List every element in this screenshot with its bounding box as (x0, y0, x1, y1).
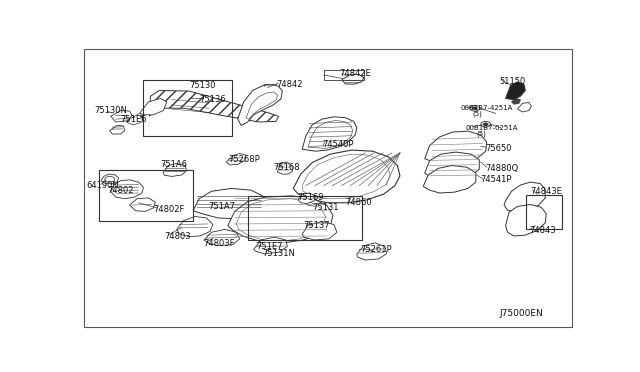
Text: 75650: 75650 (486, 144, 512, 153)
Polygon shape (298, 193, 316, 203)
Polygon shape (277, 162, 292, 174)
Polygon shape (204, 230, 240, 246)
Polygon shape (342, 74, 364, 84)
Text: 00B1B7-0251A: 00B1B7-0251A (466, 125, 518, 131)
Text: 75261P: 75261P (360, 245, 392, 254)
Text: (5): (5) (477, 130, 486, 137)
Polygon shape (163, 164, 187, 176)
Circle shape (483, 123, 488, 126)
Polygon shape (177, 217, 213, 237)
Bar (143, 80, 232, 136)
Text: 75137: 75137 (303, 221, 330, 230)
Polygon shape (111, 110, 132, 122)
Text: 75131: 75131 (312, 203, 339, 212)
Polygon shape (228, 196, 333, 243)
Circle shape (105, 176, 115, 182)
Circle shape (472, 107, 477, 110)
Text: (5): (5) (473, 111, 483, 117)
Text: 751E6: 751E6 (121, 115, 147, 124)
Polygon shape (193, 189, 266, 219)
Polygon shape (293, 150, 400, 203)
Text: 74880Q: 74880Q (486, 164, 519, 173)
Text: 75268P: 75268P (228, 155, 260, 164)
Polygon shape (302, 117, 356, 151)
Text: 75130N: 75130N (94, 106, 127, 115)
Polygon shape (356, 243, 387, 260)
Text: 75169: 75169 (297, 193, 324, 202)
Bar (527, 195, 562, 228)
Circle shape (481, 121, 491, 127)
Polygon shape (111, 180, 143, 199)
Text: 74842: 74842 (276, 80, 303, 89)
Polygon shape (308, 121, 353, 148)
Polygon shape (150, 90, 278, 122)
Text: 74803F: 74803F (203, 239, 234, 248)
Polygon shape (423, 166, 476, 193)
Text: 74802F: 74802F (154, 205, 185, 214)
Text: 75131N: 75131N (262, 248, 296, 258)
Text: 75130: 75130 (189, 81, 216, 90)
Text: 74843E: 74843E (531, 187, 563, 196)
Text: 74860: 74860 (346, 198, 372, 207)
Polygon shape (425, 131, 486, 165)
Polygon shape (302, 222, 337, 240)
Bar (324, 70, 364, 80)
Polygon shape (140, 99, 167, 115)
Polygon shape (110, 125, 125, 134)
Text: 74843: 74843 (529, 226, 556, 235)
Text: 74541P: 74541P (481, 175, 512, 185)
Polygon shape (518, 103, 531, 112)
Text: 51150: 51150 (499, 77, 525, 86)
Polygon shape (425, 152, 479, 181)
Text: 74802: 74802 (108, 186, 134, 195)
Text: J75000EN: J75000EN (499, 309, 543, 318)
Polygon shape (129, 198, 156, 211)
Text: 00B1B7-4251A: 00B1B7-4251A (461, 105, 513, 111)
Text: 751A7: 751A7 (208, 202, 235, 211)
Polygon shape (227, 154, 246, 165)
Bar (99, 170, 193, 221)
Polygon shape (127, 113, 143, 125)
Polygon shape (246, 92, 277, 119)
Text: 64190N: 64190N (86, 181, 118, 190)
Text: 75136: 75136 (199, 94, 226, 103)
Bar (248, 196, 362, 240)
Polygon shape (101, 174, 118, 184)
Polygon shape (237, 85, 282, 125)
Circle shape (470, 105, 480, 111)
Polygon shape (504, 182, 545, 212)
Text: 751A6: 751A6 (161, 160, 188, 169)
Text: 74540P: 74540P (322, 140, 353, 149)
Text: 751E7: 751E7 (256, 242, 283, 251)
Polygon shape (253, 237, 287, 254)
Polygon shape (506, 205, 547, 236)
Polygon shape (511, 99, 520, 104)
Text: 74803: 74803 (164, 232, 191, 241)
Text: 75168: 75168 (273, 163, 300, 172)
Polygon shape (506, 82, 525, 100)
Polygon shape (527, 189, 545, 203)
Text: 74842E: 74842E (339, 69, 371, 78)
